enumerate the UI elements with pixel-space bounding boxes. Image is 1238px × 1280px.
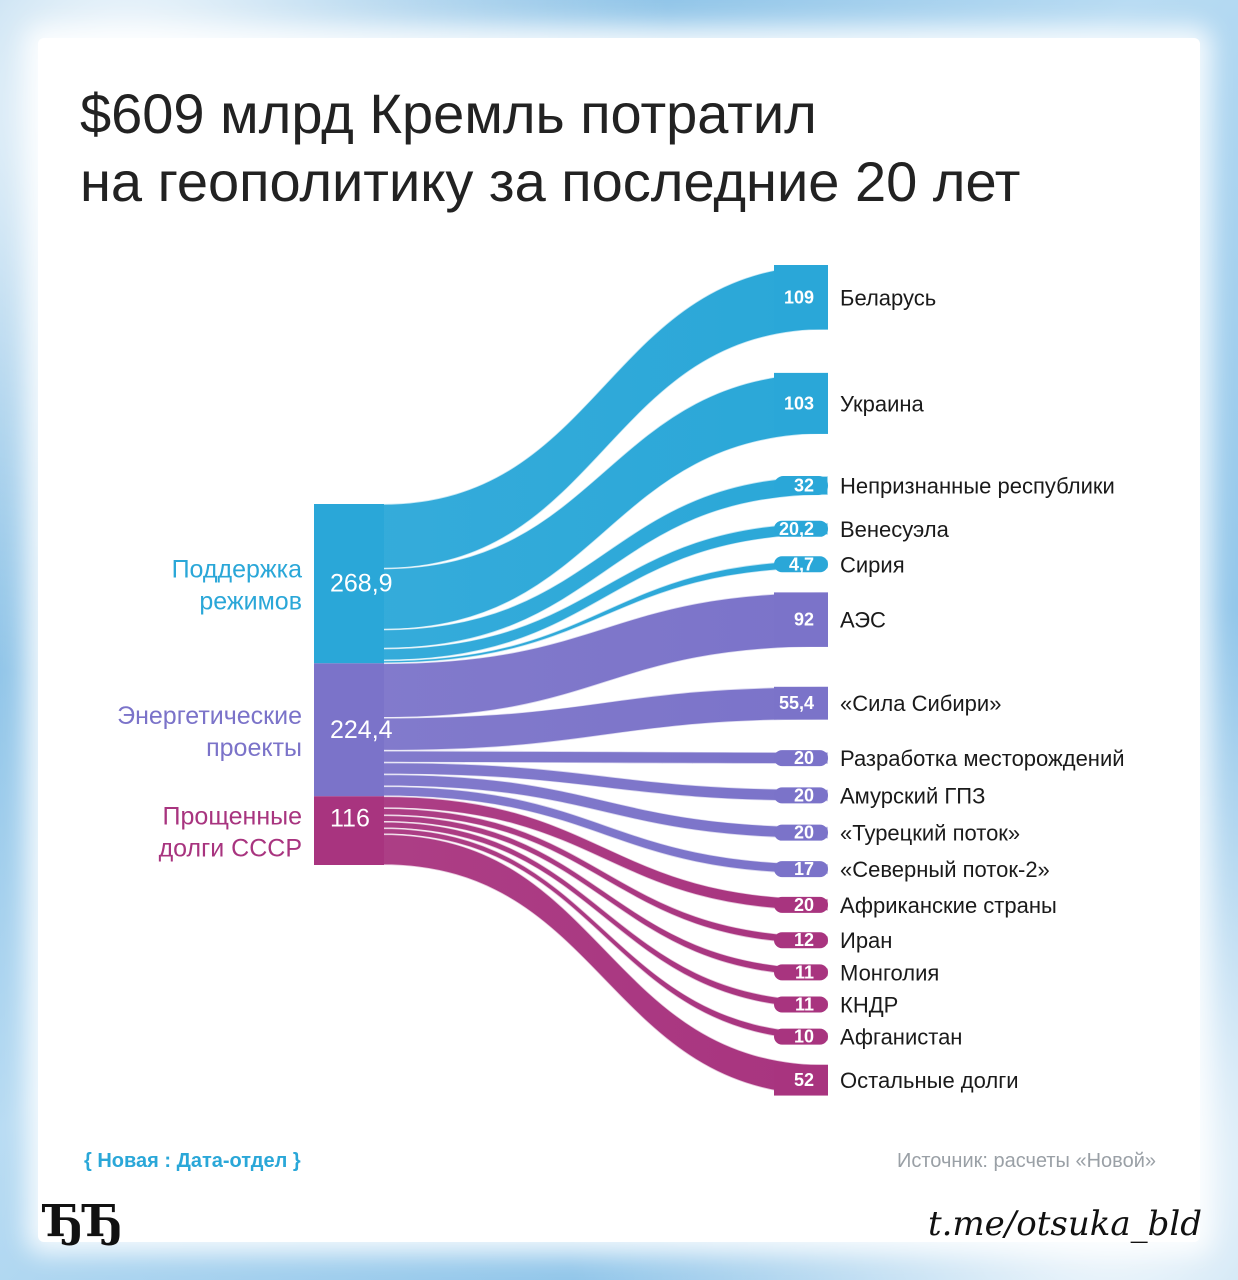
sankey-link [381, 559, 829, 665]
target-node [774, 787, 828, 804]
target-value-label: 20 [794, 823, 814, 843]
target-category-label: Амурский ГПЗ [840, 783, 985, 808]
target-node [774, 996, 828, 1013]
target-node [774, 265, 828, 330]
source-node [314, 796, 384, 865]
source-label-line2: режимов [199, 588, 302, 616]
target-node [774, 861, 828, 878]
sankey-link [381, 833, 829, 1097]
sankey-link [381, 773, 829, 840]
target-category-label: Африканские страны [840, 893, 1057, 918]
chart-title-line1: $609 млрд Кремль потратил [80, 82, 817, 145]
target-category-label: «Северный поток-2» [840, 857, 1050, 882]
target-value-label: 32 [794, 475, 814, 495]
target-value-label: 11 [795, 994, 814, 1014]
sankey-link [381, 761, 829, 803]
target-category-label: КНДР [840, 992, 898, 1017]
logo-mark: ЂЂ [44, 1196, 124, 1247]
source-node [314, 663, 384, 797]
sankey-link [381, 820, 829, 1010]
target-value-label: 20 [794, 785, 814, 805]
target-node [774, 520, 828, 537]
source-label-line2: проекты [206, 734, 302, 762]
target-category-label: «Турецкий поток» [840, 821, 1020, 846]
sankey-link [381, 522, 829, 662]
sankey-link [381, 749, 829, 765]
target-value-label: 11 [795, 962, 814, 982]
target-value-label: 52 [794, 1070, 814, 1090]
target-value-label: 20,2 [779, 519, 814, 539]
target-node [774, 750, 828, 767]
target-value-label: 20 [794, 895, 814, 915]
sankey-link [381, 827, 829, 1042]
target-node [774, 964, 828, 981]
target-node [774, 372, 828, 434]
target-node [774, 1028, 828, 1045]
source-value-label: 224,4 [330, 716, 393, 744]
source-label-line1: Поддержка [172, 556, 303, 584]
target-node [774, 592, 828, 647]
target-value-label: 109 [784, 287, 814, 307]
target-category-label: Иран [840, 928, 892, 953]
brand-label: { Новая : Дата-отдел } [84, 1150, 301, 1172]
chart-title-line2: на геополитику за последние 20 лет [80, 150, 1021, 213]
target-category-label: Украина [840, 391, 925, 416]
target-category-label: «Сила Сибири» [840, 691, 1001, 716]
target-category-label: АЭС [840, 608, 886, 633]
target-category-label: Разработка месторождений [840, 746, 1125, 771]
target-category-label: Монголия [840, 960, 939, 985]
target-value-label: 20 [794, 748, 814, 768]
target-node [774, 932, 828, 949]
source-label-line1: Энергетические [117, 702, 302, 730]
sankey-link [381, 264, 829, 570]
channel-handle: t.me/otsuka_bld [927, 1204, 1202, 1244]
source-value-label: 116 [330, 805, 370, 833]
target-value-label: 103 [784, 393, 814, 413]
target-node [774, 896, 828, 913]
source-label: Источник: расчеты «Новой» [897, 1150, 1156, 1172]
target-node [774, 1064, 828, 1096]
sankey-link [381, 475, 829, 650]
target-node [774, 824, 828, 841]
target-value-label: 12 [794, 930, 814, 950]
source-label-line2: долги СССР [159, 835, 302, 863]
target-category-label: Беларусь [840, 285, 936, 310]
sankey-link [381, 795, 829, 912]
target-category-label: Венесуэла [840, 517, 950, 542]
target-value-label: 17 [794, 859, 814, 879]
sankey-link [381, 807, 829, 945]
sankey-link [381, 785, 829, 875]
source-value-label: 268,9 [330, 570, 393, 598]
target-category-label: Афганистан [840, 1025, 962, 1050]
target-category-label: Сирия [840, 552, 905, 577]
source-node [314, 504, 384, 664]
target-value-label: 4,7 [789, 554, 814, 574]
source-label-line1: Прощенные [163, 803, 302, 831]
target-category-label: Непризнанные республики [840, 473, 1115, 498]
chart-title: $609 млрд Кремль потратил на геополитику… [80, 80, 1200, 216]
target-category-label: Остальные долги [840, 1068, 1019, 1093]
target-value-label: 92 [794, 610, 814, 630]
target-value-label: 55,4 [779, 693, 814, 713]
target-node [774, 476, 828, 495]
target-value-label: 10 [794, 1027, 814, 1047]
sankey-link [381, 814, 829, 978]
target-node [774, 556, 828, 573]
sankey-link [381, 686, 829, 752]
target-node [774, 686, 828, 720]
